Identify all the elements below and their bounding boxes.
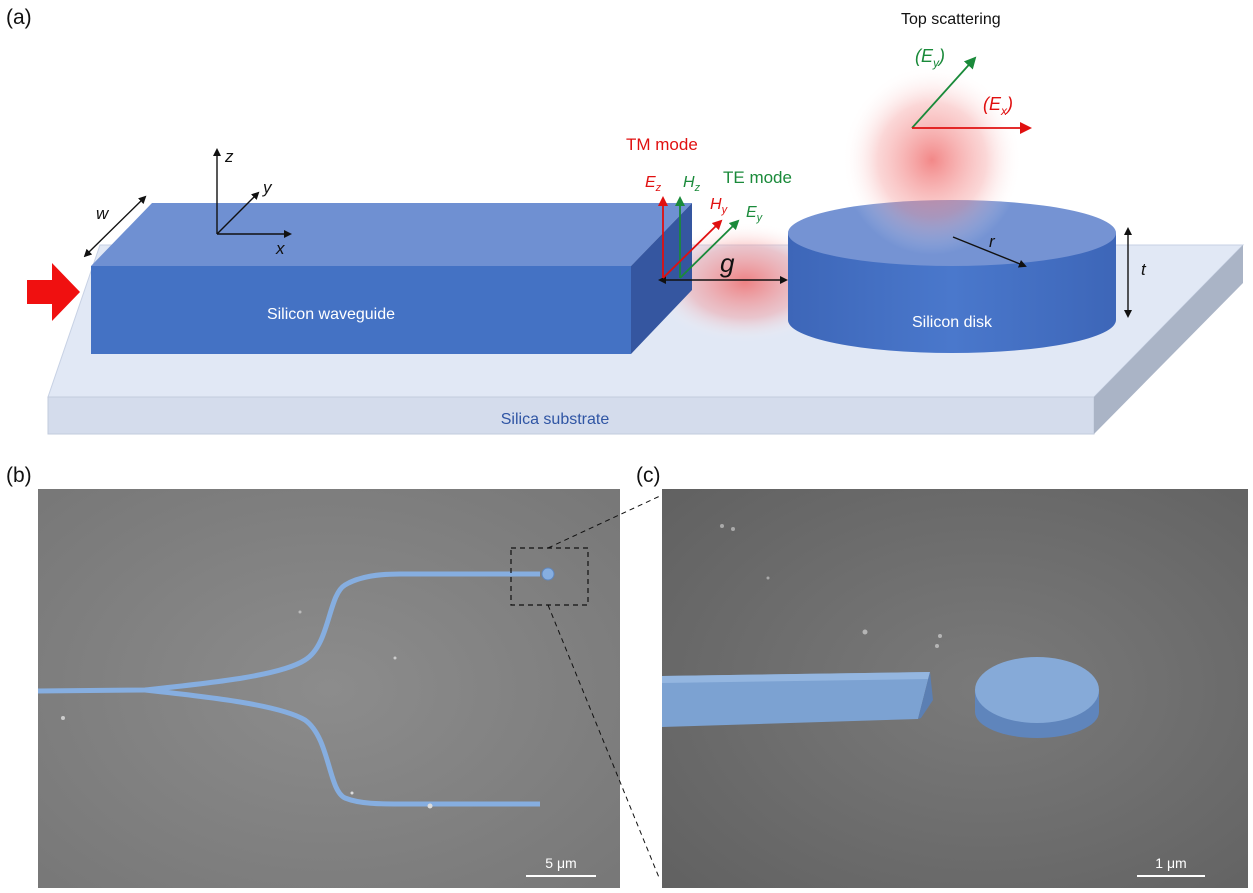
silicon-waveguide: Silicon waveguide	[91, 203, 692, 354]
scale-bar-b-label: 5 μm	[545, 855, 576, 871]
zoom-connector-bottom	[547, 604, 661, 881]
gap-symbol: g	[720, 248, 735, 278]
ex-scatter-label: (Ex)	[983, 94, 1013, 118]
panel-b-label: (b)	[6, 464, 32, 487]
top-scattering-glow	[842, 65, 1022, 255]
mode-field-vectors: TM mode TE mode Ez Hz Hy Ey	[626, 135, 792, 279]
ey-scatter-label: (Ey)	[915, 46, 945, 70]
disk-label: Silicon disk	[912, 314, 993, 331]
top-scattering-vectors: Top scattering (Ey) (Ex)	[901, 11, 1032, 134]
axis-y-label: y	[262, 178, 273, 197]
panel-a-label: (a)	[6, 6, 32, 29]
silicon-disk: Silicon disk	[788, 200, 1116, 353]
radius-dimension: r	[952, 232, 1027, 268]
sem-image-b: 5 μm	[37, 489, 620, 888]
panel-c-label: (c)	[636, 464, 661, 487]
hy-label: Hy	[710, 196, 729, 216]
axis-x-label: x	[275, 239, 285, 258]
width-symbol: w	[96, 204, 110, 223]
thickness-symbol: t	[1141, 260, 1147, 279]
substrate-label: Silica substrate	[501, 411, 610, 428]
ey-label: Ey	[746, 204, 764, 224]
input-light-arrow	[27, 263, 80, 321]
zoom-connector-top	[547, 495, 661, 549]
width-dimension: w	[83, 195, 147, 258]
top-scattering-label: Top scattering	[901, 11, 1001, 28]
sem-image-c: 1 μm	[662, 489, 1248, 888]
gap-dimension: g	[658, 248, 788, 284]
coordinate-axes: z y x	[213, 147, 292, 258]
zoom-region-box	[510, 547, 589, 606]
hz-label: Hz	[683, 174, 701, 194]
tm-mode-label: TM mode	[626, 135, 698, 154]
scale-bar-c-label: 1 μm	[1155, 855, 1186, 871]
axis-z-label: z	[224, 147, 234, 166]
waveguide-label: Silicon waveguide	[267, 306, 395, 323]
ez-label: Ez	[645, 174, 662, 194]
radius-symbol: r	[989, 232, 996, 251]
thickness-dimension: t	[1124, 227, 1147, 318]
te-mode-label: TE mode	[723, 168, 792, 187]
